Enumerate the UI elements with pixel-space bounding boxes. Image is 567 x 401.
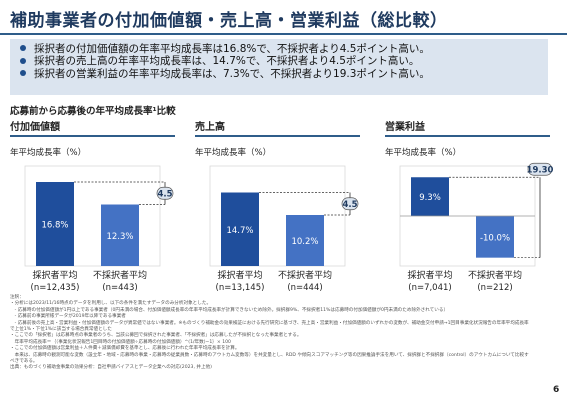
summary-item: 採択者の付加価値額の年率平均成長率は16.8%で、不採択者より4.5ポイント高い… [20, 42, 548, 55]
footnote-line: 注釈： [10, 295, 24, 300]
difference-badge [156, 186, 174, 200]
x-tick-sublabel: (n=212) [477, 283, 512, 293]
x-tick-label: 採択者平均 [407, 269, 452, 281]
footnote-line: 本来は、応募時の観測可能な変数（設立年・地域・応募時の事業・応募時の従業員数・応… [10, 352, 529, 365]
chart-title: 売上高 [195, 122, 225, 133]
difference-badge [527, 162, 553, 176]
bar [476, 215, 514, 258]
chart-title-rule [10, 135, 175, 137]
chart-ylabel: 年平均成長率（%） [385, 147, 462, 158]
data-label: 14.7% [226, 225, 253, 235]
footnote-line: ・ここでの付加価値額は営業利益＋人件費＋減価償却費を基準とし、応募後に行われた年… [10, 346, 240, 352]
summary-text: 採択者の売上高の年率平均成長率は、14.7%で、不採択者より4.5ポイント高い。 [34, 55, 420, 68]
plot-frame [209, 165, 346, 266]
x-tick-label: 不採択者平均 [468, 269, 522, 281]
chart-title: 営業利益 [385, 122, 425, 133]
page-number: 6 [553, 385, 560, 395]
x-tick-sublabel: (n=443) [102, 283, 137, 293]
bar [36, 181, 74, 266]
chart-ylabel: 年平均成長率（%） [10, 147, 87, 158]
x-tick-label: 採択者平均 [217, 269, 262, 281]
chart-svg: 14.7% 採択者平均 (n=13,145) 10.2% 不採択者平均 (n=444) 4.… [209, 165, 359, 293]
x-tick-label: 不採択者平均 [278, 269, 332, 281]
title-divider [0, 33, 567, 35]
bar [101, 204, 139, 266]
section-subheading: 応募前から応募後の年平均成長率¹比較 [10, 106, 176, 117]
chart-panel-value-added: 付加価値額 年平均成長率（%） 16.8% 採択者平均 (n=12,435) 12.3… [10, 118, 180, 322]
chart-panel-sales: 売上高 年平均成長率（%） 14.7% 採択者平均 (n=13,145) 10.2% 不… [195, 118, 365, 322]
difference-label: 4.5 [157, 189, 172, 199]
bullet-icon [20, 45, 26, 52]
data-label: -10.0% [480, 233, 510, 243]
footnote-line: - 応募前の事業所帳データが2019年以降である事業者 [10, 314, 126, 320]
x-tick-sublabel: (n=13,145) [216, 283, 265, 293]
x-tick-sublabel: (n=12,435) [31, 283, 80, 293]
summary-item: 採択者の営業利益の年率平均成長率は、7.3%で、不採択者より19.3ポイント高い… [20, 67, 548, 80]
footnote-line: 出典：ものづくり補助金事業の効果分析：自社申請バイアスとデータ企業への対応(20… [10, 365, 212, 371]
data-label: 10.2% [291, 237, 318, 247]
chart-svg: 16.8% 採択者平均 (n=12,435) 12.3% 不採択者平均 (n=443) 4.… [24, 165, 174, 293]
x-tick-label: 採択者平均 [32, 269, 77, 281]
data-label: 16.8% [41, 220, 68, 230]
chart-ylabel: 年平均成長率（%） [195, 147, 272, 158]
data-label: 9.3% [419, 193, 441, 203]
plot-frame [24, 165, 161, 266]
chart-title-rule [385, 135, 550, 137]
footnotes: 注釈： ・分析には2023/11/16時点のデータを利用し、以下の条件を満たすデ… [10, 295, 530, 372]
summary-box: 採択者の付加価値額の年率平均成長率は16.8%で、不採択者より4.5ポイント高い… [10, 39, 548, 95]
footnote-line: 年率平均成長率＝｛（事業化状況報告1回目時の付加価値額÷応募時の付加価値額）^(… [10, 339, 231, 345]
footnote-line: ・ここでの「採択者」は応募時点の事業者のうち、当該公募回で採択された事業者、「不… [10, 333, 302, 339]
difference-label: 19.30 [527, 165, 554, 175]
footnote-line: - 応募前後の売上高・営業利益・付加価値額のデータが異常値ではない事業者。※もの… [10, 320, 529, 333]
bar [286, 214, 324, 266]
difference-label: 4.5 [342, 199, 357, 209]
page-title: 補助事業者の付加価値額・売上高・営業利益（総比較） [10, 11, 448, 31]
bullet-icon [20, 70, 26, 77]
footnote-line: ・分析には2023/11/16時点のデータを利用し、以下の条件を満たすデータのみ… [10, 301, 212, 307]
footnote-line: - 応募時の付加価値額が1円以上である事業者（0円未満の場合、付加価値額成長率の… [10, 307, 449, 313]
chart-title: 付加価値額 [10, 122, 60, 133]
data-label: 12.3% [106, 231, 133, 241]
chart-title-rule [195, 135, 360, 137]
chart-panel-operating-profit: 営業利益 年平均成長率（%） 9.3% 採択者平均 (n=7,041) -10.0% 不… [385, 118, 555, 322]
x-tick-sublabel: (n=7,041) [408, 283, 451, 293]
summary-text: 採択者の付加価値額の年率平均成長率は16.8%で、不採択者より4.5ポイント高い… [34, 42, 430, 55]
summary-item: 採択者の売上高の年率平均成長率は、14.7%で、不採択者より4.5ポイント高い。 [20, 55, 548, 68]
summary-text: 採択者の営業利益の年率平均成長率は、7.3%で、不採択者より19.3ポイント高い… [34, 67, 430, 80]
bar [411, 176, 449, 216]
x-tick-sublabel: (n=444) [287, 283, 322, 293]
bullet-icon [20, 57, 26, 64]
x-tick-label: 不採択者平均 [93, 269, 147, 281]
difference-badge [341, 196, 359, 210]
bar [221, 192, 259, 266]
chart-svg: 9.3% 採択者平均 (n=7,041) -10.0% 不採択者平均 (n=212) 19.… [399, 162, 554, 293]
